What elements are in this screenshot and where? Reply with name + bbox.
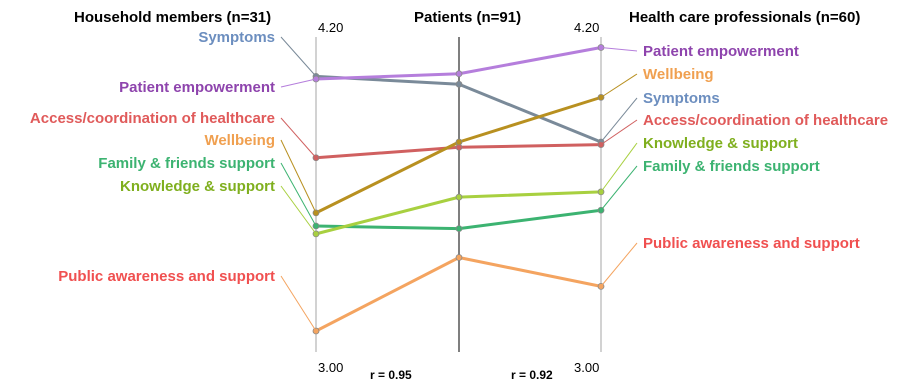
group-title-household: Household members (n=31) (74, 9, 271, 26)
data-point-patient-empowerment-1 (455, 70, 463, 78)
leader-right-public-awareness-and-support (600, 242, 638, 287)
series-layer (312, 44, 605, 335)
label-left-public-awareness-and-support: Public awareness and support (58, 268, 275, 285)
group-title-professionals: Health care professionals (n=60) (629, 9, 860, 26)
label-left-access-coordination-of-healthcare: Access/coordination of healthcare (30, 110, 275, 127)
leader-left-patient-empowerment (280, 78, 317, 88)
group-title-patients: Patients (n=91) (414, 9, 521, 26)
label-right-access-coordination-of-healthcare: Access/coordination of healthcare (643, 112, 888, 129)
label-right-patient-empowerment: Patient empowerment (643, 43, 799, 60)
tick-bottom-left: 3.00 (318, 360, 343, 375)
leader-right-access-coordination-of-healthcare (600, 119, 638, 146)
leader-left-public-awareness-and-support (280, 275, 317, 332)
leader-right-patient-empowerment (600, 47, 638, 52)
leader-right-symptoms (600, 97, 638, 143)
label-right-public-awareness-and-support: Public awareness and support (643, 235, 860, 252)
data-point-symptoms-1 (455, 80, 463, 88)
label-right-wellbeing: Wellbeing (643, 66, 714, 83)
label-left-family-friends-support: Family & friends support (98, 155, 275, 172)
correlation-right: r = 0.92 (511, 368, 553, 381)
leader-left-access-coordination-of-healthcare (280, 117, 317, 159)
label-right-knowledge-support: Knowledge & support (643, 135, 798, 152)
data-point-knowledge-support-1 (455, 193, 463, 201)
leader-left-knowledge-support (280, 185, 317, 235)
leader-left-wellbeing (280, 139, 317, 214)
label-right-family-friends-support: Family & friends support (643, 158, 820, 175)
data-point-family-friends-support-1 (455, 225, 463, 233)
leader-right-family-friends-support (600, 165, 638, 211)
data-point-wellbeing-1 (455, 138, 463, 146)
leader-right-wellbeing (600, 73, 638, 98)
leader-left-family-friends-support (280, 162, 317, 227)
label-layer: Symptoms Symptoms Patient empowerment Patie… (30, 29, 888, 332)
label-left-wellbeing: Wellbeing (204, 132, 275, 149)
tick-top-right: 4.20 (574, 20, 599, 35)
tick-top-left: 4.20 (318, 20, 343, 35)
data-point-public-awareness-and-support-1 (455, 254, 463, 261)
label-left-symptoms: Symptoms (198, 29, 275, 46)
leader-right-knowledge-support (600, 142, 638, 193)
leader-left-symptoms (280, 36, 317, 77)
tick-bottom-right: 3.00 (574, 360, 599, 375)
correlation-left: r = 0.95 (370, 368, 412, 381)
label-right-symptoms: Symptoms (643, 90, 720, 107)
label-left-knowledge-support: Knowledge & support (120, 178, 275, 195)
label-left-patient-empowerment: Patient empowerment (119, 79, 275, 96)
